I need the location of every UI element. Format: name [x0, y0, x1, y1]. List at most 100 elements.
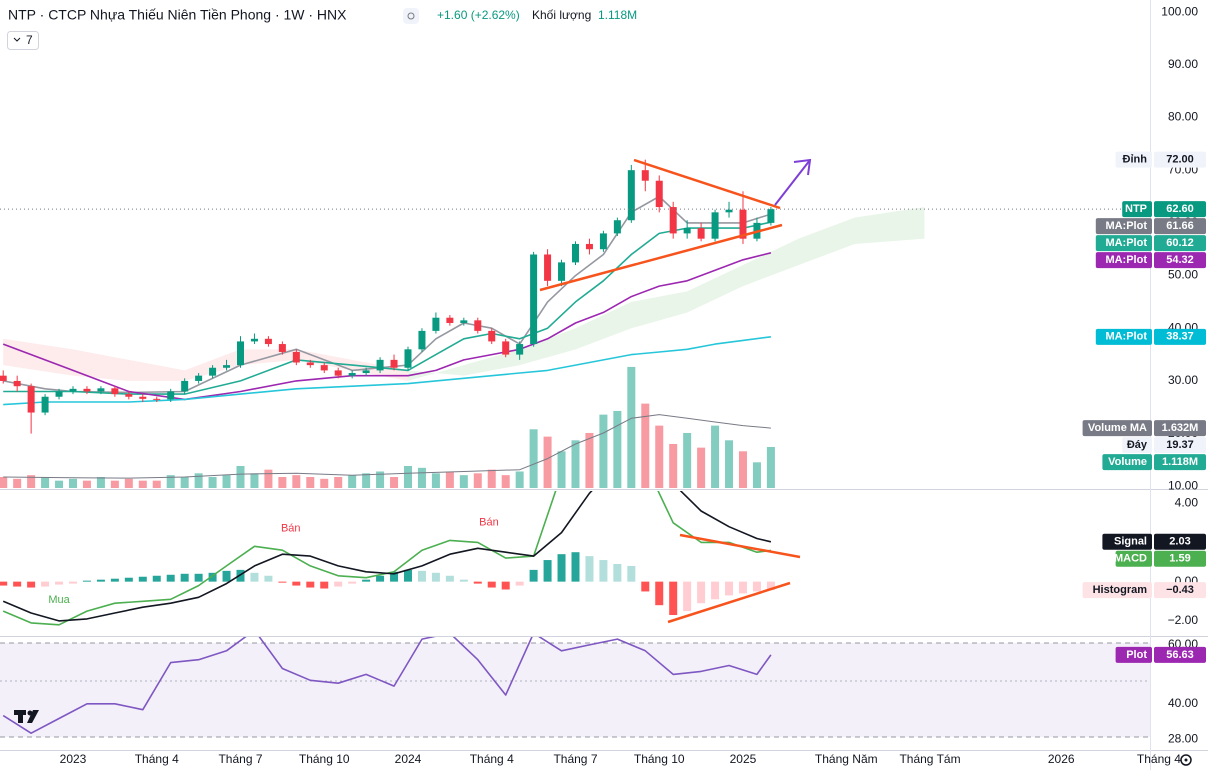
candle-body: [432, 317, 440, 331]
candle-body: [404, 349, 412, 368]
candle-body: [585, 243, 593, 250]
x-tick-label: Tháng Năm: [815, 752, 878, 766]
volume-bar: [138, 480, 147, 488]
histogram-bar: [320, 581, 329, 589]
histogram-bar: [208, 572, 217, 582]
arrow[interactable]: [774, 158, 812, 206]
trendline[interactable]: [667, 581, 791, 624]
y-tick-label: 28.00: [1168, 731, 1198, 745]
ichimoku-cloud: [519, 328, 576, 366]
histogram-bar: [110, 578, 119, 582]
badge-value: 54.32: [1166, 254, 1194, 266]
volume-bar: [41, 476, 50, 488]
x-tick-label: Tháng 10: [299, 752, 350, 766]
trendline[interactable]: [633, 158, 781, 210]
badge-name-box: [1082, 420, 1152, 437]
badge-value: 1.632M: [1162, 422, 1199, 434]
volume-bar: [571, 440, 580, 488]
histogram-bar: [627, 565, 636, 582]
candle-body: [97, 388, 105, 392]
candle-body: [278, 344, 286, 352]
volume-bar: [320, 478, 329, 488]
candle-body: [767, 209, 775, 223]
candle-body: [306, 362, 314, 366]
signal-annotation: Bán: [479, 517, 499, 529]
volume-bar: [292, 475, 301, 488]
candle-body: [627, 170, 635, 221]
ichimoku-cloud: [742, 238, 799, 287]
volume-bar: [348, 475, 357, 488]
badge-name-box: [1122, 437, 1152, 454]
candle-body: [55, 391, 63, 397]
signal-annotation: Mua: [48, 594, 70, 606]
badge-name-box: [1115, 151, 1152, 168]
badge-value: 60.12: [1166, 237, 1194, 249]
y-tick-label: 50.00: [1168, 268, 1198, 282]
y-tick-label: 80.00: [1168, 110, 1198, 124]
badge-name: Volume MA: [1088, 422, 1147, 434]
volume-bar: [431, 473, 440, 488]
rsi-line: [2, 637, 772, 734]
candle-body: [320, 365, 328, 371]
histogram-bar: [69, 581, 78, 584]
histogram-bar: [278, 581, 287, 583]
volume-bar: [417, 467, 426, 488]
candle-body: [236, 341, 244, 366]
candle-body: [544, 254, 552, 281]
candle-body: [488, 330, 496, 342]
settings-icon[interactable]: [1180, 754, 1192, 766]
candle-body: [711, 212, 719, 239]
ichimoku-cloud: [463, 349, 520, 376]
histogram-bar: [82, 580, 91, 582]
histogram-bar: [459, 579, 468, 582]
badge-name-box: [1082, 582, 1152, 599]
y-tick-label: 90.00: [1168, 57, 1198, 71]
x-tick-label: 2026: [1048, 752, 1075, 766]
histogram-bar: [431, 572, 440, 582]
histogram-bar: [417, 570, 426, 582]
histogram-bar: [390, 571, 399, 582]
rsi-pane: [2, 637, 772, 734]
candle-body: [250, 338, 258, 342]
ichimoku-cloud: [128, 359, 185, 381]
indicator-toggle[interactable]: 7: [7, 31, 39, 50]
x-tick-label: Tháng Tám: [899, 752, 960, 766]
volume-bar: [403, 465, 412, 488]
histogram-bar: [613, 563, 622, 582]
volume-bar: [96, 476, 105, 488]
candle-body: [139, 396, 147, 399]
badge-name-box: [1095, 328, 1152, 345]
candle-body: [669, 207, 677, 234]
candle-body: [376, 359, 384, 371]
histogram-bar: [180, 573, 189, 582]
symbol-title[interactable]: NTP · CTCP Nhựa Thiếu Niên Tiền Phong · …: [8, 7, 347, 23]
badge-value: 56.63: [1166, 649, 1194, 661]
histogram-bar: [403, 569, 412, 582]
trendline[interactable]: [539, 223, 783, 292]
y-tick-label: 40.00: [1168, 696, 1198, 710]
volume-bar: [752, 462, 761, 488]
badge-value-box: [1154, 454, 1206, 471]
ichimoku-cloud: [854, 207, 925, 244]
tv-logo[interactable]: [14, 710, 39, 723]
badge-value: 1.118M: [1162, 456, 1198, 468]
histogram-bar: [0, 581, 8, 586]
badge-name-box: [1095, 252, 1152, 269]
price-pane: [0, 159, 1150, 488]
badge-value-box: [1154, 420, 1206, 437]
x-tick-label: 2025: [730, 752, 757, 766]
candle-body: [111, 388, 119, 395]
visibility-icon[interactable]: [403, 8, 419, 24]
candle-body: [27, 386, 35, 413]
badge-value-box: [1154, 201, 1206, 218]
trendline[interactable]: [679, 533, 801, 559]
badge-value-box: [1154, 218, 1206, 235]
histogram-bar: [264, 575, 273, 582]
badge-value-box: [1154, 437, 1206, 454]
volume-bar: [55, 480, 64, 488]
candle-body: [83, 388, 91, 392]
volume-bar: [152, 480, 161, 488]
x-tick-label: Tháng 4: [135, 752, 179, 766]
x-tick-label: Tháng 4: [1137, 752, 1181, 766]
